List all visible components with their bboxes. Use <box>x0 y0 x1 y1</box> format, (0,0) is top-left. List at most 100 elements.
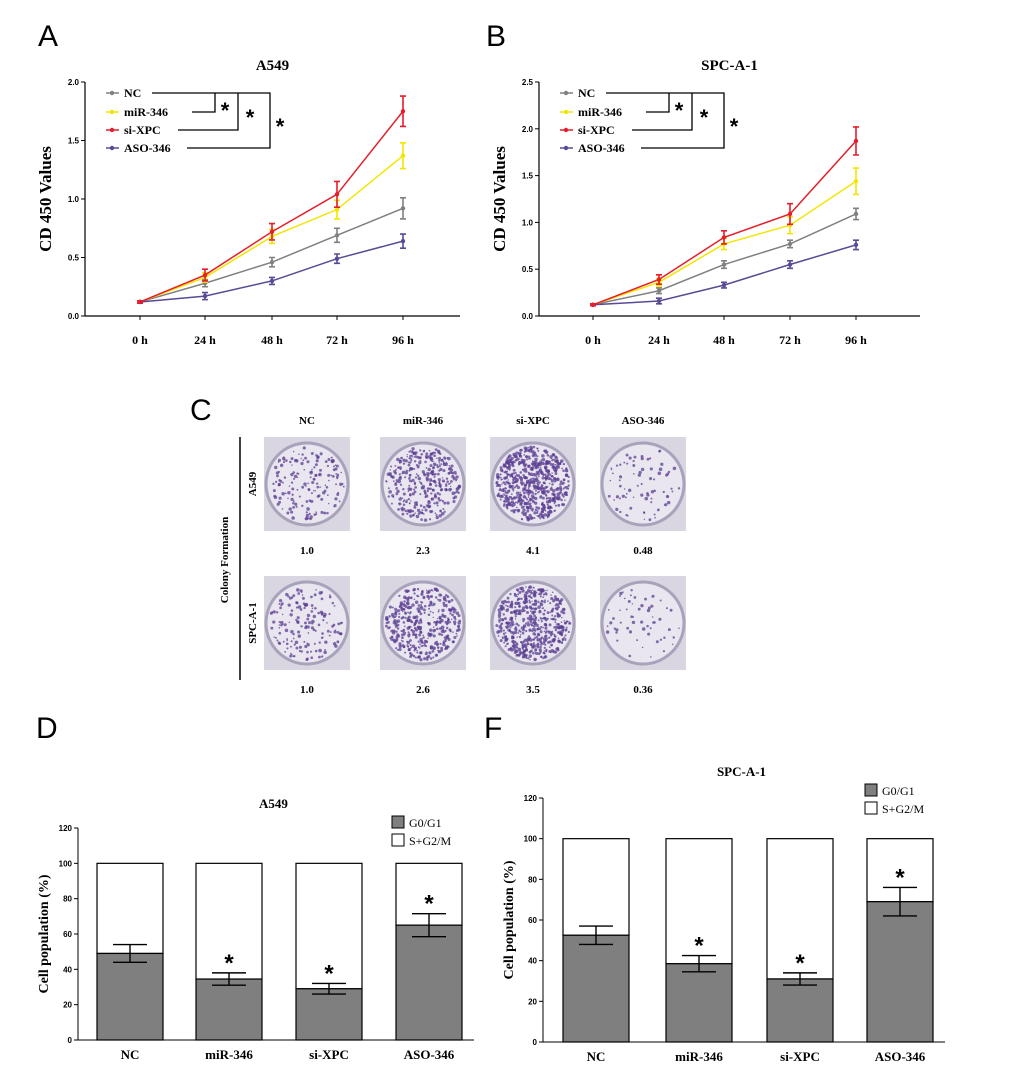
colony-ratio: 1.0 <box>300 545 314 557</box>
colony-dot <box>404 459 408 463</box>
colony-dot <box>523 601 527 605</box>
colony-dot <box>536 455 539 458</box>
colony-dot <box>425 589 428 592</box>
colony-dot <box>528 497 532 501</box>
colony-dot <box>557 462 561 466</box>
colony-dot <box>506 624 511 628</box>
colony-dot <box>513 592 516 595</box>
colony-dot <box>455 611 460 615</box>
colony-dot <box>300 625 302 628</box>
colony-dot <box>283 623 287 627</box>
colony-dot <box>615 631 618 634</box>
colony-dot <box>392 495 395 498</box>
colony-dot <box>504 489 507 492</box>
colony-dot <box>514 612 518 616</box>
colony-dot <box>562 487 565 490</box>
colony-dot <box>420 511 424 515</box>
y-axis-label: CD 450 Values <box>490 146 509 252</box>
colony-dot <box>550 479 555 483</box>
data-point <box>721 235 727 240</box>
colony-dot <box>567 475 570 479</box>
colony-dot <box>410 500 412 502</box>
colony-dot <box>393 619 397 623</box>
colony-dot <box>534 648 538 652</box>
colony-dot <box>536 642 540 645</box>
colony-dot <box>402 487 405 491</box>
colony-dot <box>427 589 431 594</box>
colony-dot <box>508 628 511 631</box>
colony-dot <box>522 463 527 467</box>
colony-dot <box>437 649 440 652</box>
colony-dot <box>537 506 541 510</box>
bar-g0g1 <box>562 934 630 1043</box>
colony-dot <box>408 502 411 505</box>
colony-dot <box>423 449 426 452</box>
colony-dot <box>420 619 423 622</box>
colony-dot <box>534 616 538 619</box>
colony-dot <box>416 508 421 513</box>
colony-dot <box>298 495 301 498</box>
colony-dot <box>542 509 545 511</box>
colony-dot <box>412 589 415 592</box>
colony-dot <box>540 620 543 623</box>
colony-dot <box>440 499 442 501</box>
colony-dot <box>667 470 671 474</box>
colony-dot <box>662 650 666 653</box>
colony-dot <box>508 454 512 458</box>
colony-dot <box>519 461 523 465</box>
colony-dot <box>516 599 519 602</box>
colony-dot <box>340 471 343 474</box>
colony-dot <box>640 493 644 497</box>
data-point <box>787 241 793 247</box>
colony-dot <box>677 487 681 490</box>
colony-dot <box>406 499 408 501</box>
colony-dot <box>397 466 400 469</box>
colony-dot <box>304 626 308 630</box>
colony-dot <box>303 603 307 607</box>
colony-dot <box>516 485 521 490</box>
colony-dot <box>305 500 309 503</box>
colony-dot <box>509 476 512 478</box>
colony-dot <box>435 640 439 644</box>
colony-dot <box>649 457 652 460</box>
colony-dot <box>411 644 416 649</box>
colony-dot <box>450 464 454 468</box>
colony-dot <box>391 631 396 635</box>
colony-dot <box>274 465 278 470</box>
legend-marker <box>109 127 115 133</box>
colony-dot <box>456 635 458 637</box>
colony-dot <box>402 607 406 611</box>
data-point <box>269 278 275 284</box>
colony-dot <box>432 466 435 470</box>
colony-dot <box>524 449 528 452</box>
colony-dot <box>541 600 544 603</box>
colony-dot <box>516 495 518 497</box>
colony-dot <box>300 457 302 460</box>
colony-dot <box>551 492 555 496</box>
colony-dot <box>288 485 291 487</box>
colony-dot <box>543 635 547 638</box>
colony-dot <box>423 611 426 614</box>
colony-dot <box>437 482 441 485</box>
colony-dot <box>666 472 670 476</box>
colony-dot <box>435 515 439 520</box>
colony-dot <box>504 465 507 468</box>
colony-dot <box>409 473 412 476</box>
colony-dot <box>452 499 456 504</box>
colony-dot <box>436 643 439 647</box>
colony-dot <box>655 640 659 644</box>
colony-dot <box>447 483 450 486</box>
colony-dot <box>543 646 546 650</box>
colony-dot <box>408 611 412 615</box>
colony-dot <box>297 605 302 609</box>
colony-dot <box>447 619 449 621</box>
colony-dot <box>455 490 459 493</box>
colony-dot <box>642 511 645 514</box>
colony-dot <box>408 484 411 487</box>
colony-dot <box>644 496 649 501</box>
colony-dot <box>446 645 450 649</box>
colony-dot <box>544 599 546 602</box>
data-point <box>400 109 406 114</box>
colony-dot <box>542 596 545 598</box>
